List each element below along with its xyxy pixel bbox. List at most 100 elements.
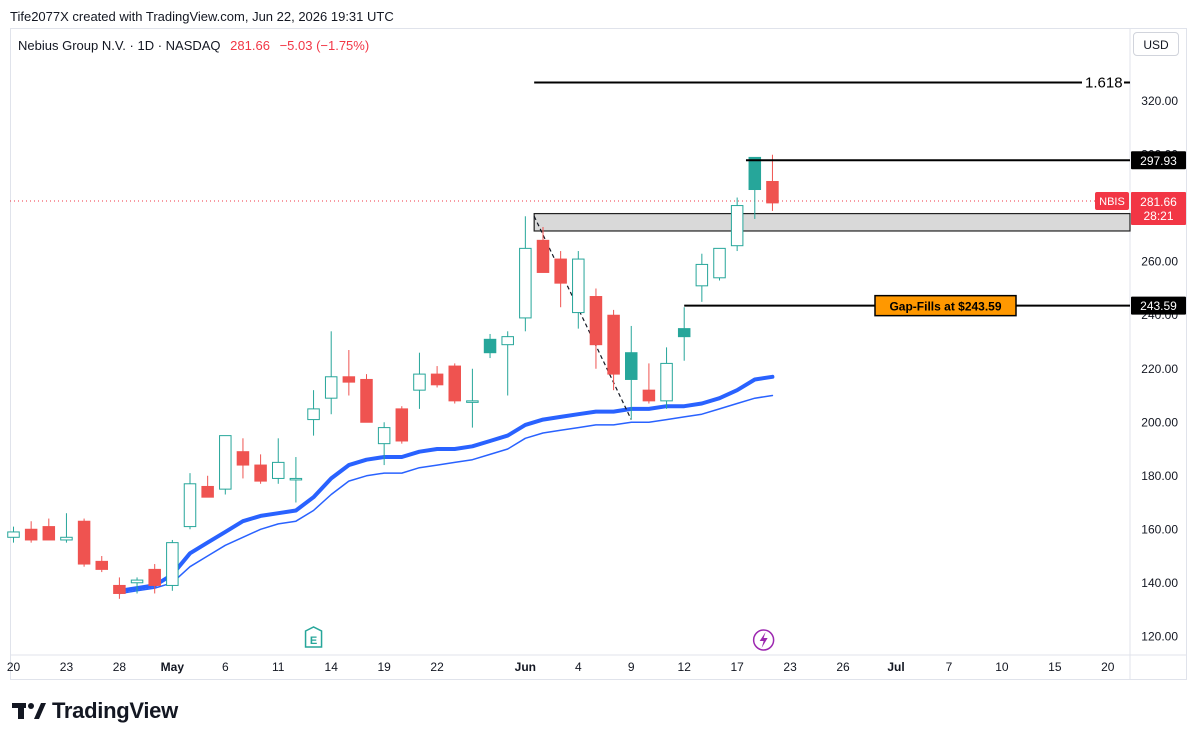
candle-down xyxy=(395,408,409,442)
nbis-symbol-tag: NBIS xyxy=(1099,196,1125,208)
candle-down xyxy=(642,389,656,402)
gap-fill-callout-text: Gap-Fills at $243.59 xyxy=(889,300,1001,314)
candle-down xyxy=(236,451,250,466)
candle-up xyxy=(324,376,338,399)
candle-up xyxy=(677,328,691,338)
candle-up xyxy=(660,362,673,402)
candle-down xyxy=(77,520,91,565)
x-tick-label: 7 xyxy=(946,660,953,674)
x-tick-label: 12 xyxy=(678,660,692,674)
candle-up xyxy=(307,408,320,421)
x-tick-label: 11 xyxy=(272,660,285,674)
candle-down xyxy=(607,314,620,375)
candle-up xyxy=(466,400,479,403)
header-price: 281.66 xyxy=(230,38,270,53)
candle-up xyxy=(377,427,391,445)
x-tick-label: 10 xyxy=(995,660,1009,674)
candle-down xyxy=(201,485,214,498)
x-tick-label: 20 xyxy=(7,660,21,674)
candle-up xyxy=(7,531,20,538)
candle-up xyxy=(130,579,144,584)
chart-credit: Tife2077X created with TradingView.com, … xyxy=(10,9,394,24)
y-tick-label: 180.00 xyxy=(1141,469,1178,483)
currency-button[interactable]: USD xyxy=(1133,32,1179,56)
gap-zone-rect xyxy=(533,212,1131,232)
candle-up xyxy=(60,536,73,541)
ema-thin-line xyxy=(118,394,774,595)
candle-down xyxy=(360,378,373,423)
candle-down xyxy=(448,365,461,402)
x-tick-label: 4 xyxy=(575,660,582,674)
candle-up xyxy=(166,542,179,586)
candle-up xyxy=(572,258,585,314)
fib-1618-label: 1.618 xyxy=(1085,75,1123,92)
tradingview-logo-icon xyxy=(12,703,46,719)
tradingview-brand[interactable]: TradingView xyxy=(12,698,178,724)
nbis-symbol-tag-bg xyxy=(1095,192,1129,211)
x-tick-label: 9 xyxy=(628,660,635,674)
x-tick-label: May xyxy=(161,660,185,674)
current-price-tag-bg xyxy=(1131,192,1186,226)
x-tick-label: 20 xyxy=(1101,660,1115,674)
candle-up xyxy=(519,247,532,319)
candle-down xyxy=(24,528,38,541)
candle-down xyxy=(95,560,108,570)
tradingview-wordmark: TradingView xyxy=(52,698,178,723)
candle-down xyxy=(254,464,267,482)
high-price-label: 297.93 xyxy=(1140,154,1177,168)
gap-price-label-bg xyxy=(1131,296,1186,315)
y-tick-label: 220.00 xyxy=(1141,362,1178,376)
candle-down xyxy=(536,239,550,273)
x-tick-label: 28 xyxy=(113,660,127,674)
x-tick-label: 17 xyxy=(730,660,744,674)
ema-thick-line xyxy=(117,374,775,593)
candle-down xyxy=(589,296,603,346)
candle-up xyxy=(748,156,762,191)
candle-down xyxy=(42,526,56,541)
candle-down xyxy=(554,258,567,284)
trend-dashed-line xyxy=(533,216,632,420)
candle-down xyxy=(113,584,126,594)
earnings-letter: E xyxy=(310,635,317,647)
y-tick-label: 200.00 xyxy=(1141,415,1178,429)
y-tick-label: 120.00 xyxy=(1141,629,1178,643)
x-tick-label: 15 xyxy=(1048,660,1062,674)
x-tick-label: 23 xyxy=(783,660,797,674)
candle-up xyxy=(413,373,426,391)
candle-up xyxy=(695,263,709,287)
y-tick-label: 320.00 xyxy=(1141,94,1178,108)
x-tick-label: 26 xyxy=(836,660,850,674)
candle-up xyxy=(272,461,285,479)
candle-down xyxy=(430,373,444,386)
candle-up xyxy=(219,435,232,490)
symbol-header: Nebius Group N.V. · 1D · NASDAQ 281.66 −… xyxy=(18,38,369,53)
candle-up xyxy=(713,247,726,279)
current-price-tag: 281.66 xyxy=(1140,195,1177,209)
header-change: −5.03 (−1.75%) xyxy=(279,38,370,53)
candle-up xyxy=(625,352,638,380)
chart-frame xyxy=(10,28,1187,680)
x-tick-label: 6 xyxy=(222,660,229,674)
candle-up xyxy=(501,336,514,346)
x-tick-label: 14 xyxy=(325,660,339,674)
y-tick-label: 160.00 xyxy=(1141,522,1178,536)
lightning-bolt-glyph xyxy=(759,632,768,648)
candle-down xyxy=(148,568,161,586)
symbol-title[interactable]: Nebius Group N.V. · 1D · NASDAQ xyxy=(18,38,221,53)
x-tick-label: 19 xyxy=(377,660,391,674)
candle-up xyxy=(730,205,744,247)
earnings-icon xyxy=(304,626,323,648)
candle-down xyxy=(766,180,779,204)
bar-countdown: 28:21 xyxy=(1143,209,1173,223)
gap-fill-callout-box xyxy=(874,294,1017,317)
candle-down xyxy=(342,376,356,383)
candle-up xyxy=(483,338,497,354)
y-tick-label: 140.00 xyxy=(1141,576,1178,590)
x-tick-label: Jun xyxy=(515,660,536,674)
x-tick-label: 23 xyxy=(60,660,74,674)
x-tick-label: Jul xyxy=(887,660,904,674)
y-tick-label: 260.00 xyxy=(1141,255,1178,269)
high-price-label-bg xyxy=(1131,151,1186,170)
candle-up xyxy=(289,477,303,481)
